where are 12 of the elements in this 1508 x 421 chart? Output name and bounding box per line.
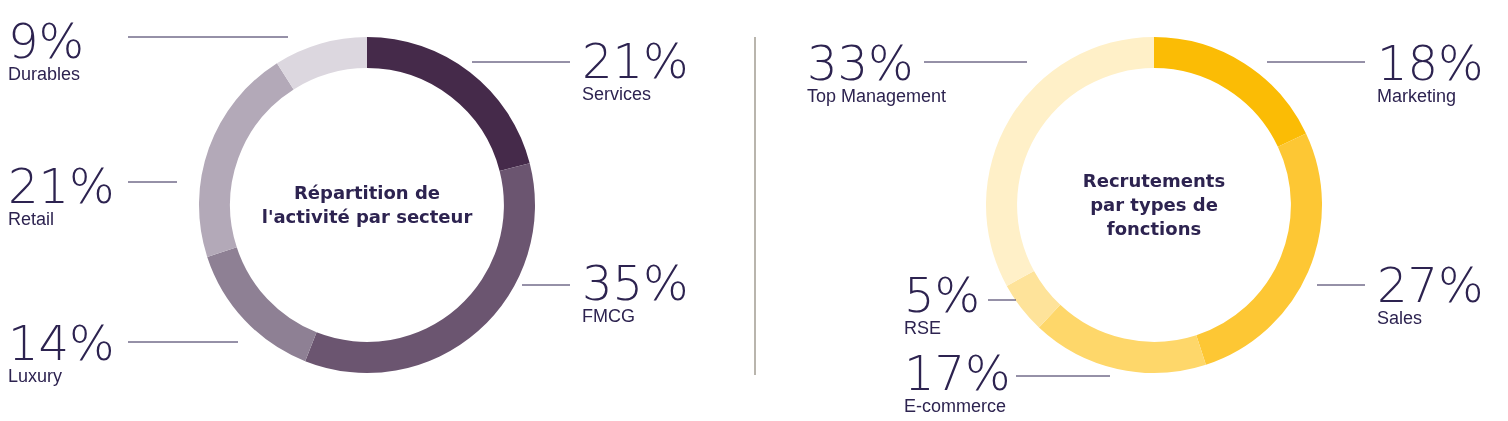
slice-label: FMCG <box>582 306 635 326</box>
slice-label: Sales <box>1377 308 1423 328</box>
slice-label: Marketing <box>1377 86 1457 106</box>
slice-label: RSE <box>904 318 942 338</box>
text: Recrutements par types de fonctions <box>1082 170 1226 239</box>
slice-label: Retail <box>8 209 55 229</box>
slice-label: E-commerce <box>904 396 1007 416</box>
slice-label: Durables <box>8 64 81 84</box>
text: Répartition de l'activité par secteur <box>261 182 473 227</box>
slice-label: Top Management <box>807 86 947 106</box>
slice-label: Services <box>582 84 652 104</box>
slice-label: Luxury <box>8 366 63 386</box>
